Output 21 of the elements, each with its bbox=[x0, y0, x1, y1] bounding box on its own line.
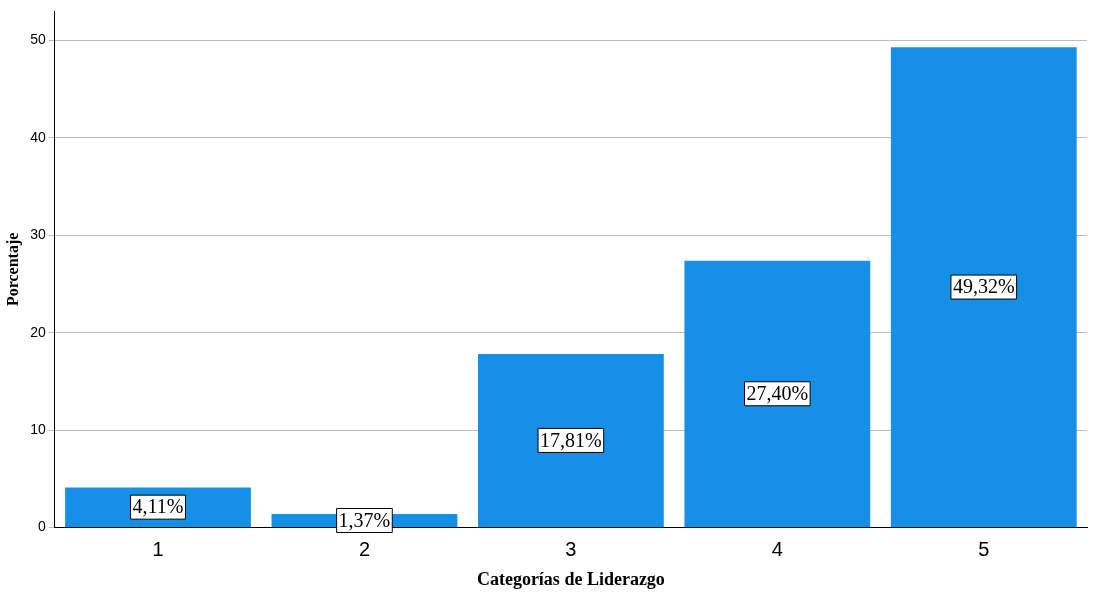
x-tick-label: 1 bbox=[152, 537, 164, 560]
y-tick-label: 30 bbox=[30, 226, 46, 243]
x-tick-label: 4 bbox=[771, 537, 783, 560]
bar bbox=[477, 354, 664, 527]
data-label: 4,11% bbox=[132, 495, 184, 518]
x-tick-label: 2 bbox=[358, 537, 370, 560]
data-label: 17,81% bbox=[540, 428, 602, 451]
data-label: 27,40% bbox=[746, 382, 809, 405]
data-label: 49,32% bbox=[952, 275, 1015, 298]
y-axis-title: Porcentaje bbox=[3, 232, 22, 307]
y-tick-label: 10 bbox=[30, 420, 46, 437]
bar bbox=[890, 47, 1077, 527]
y-tick-label: 50 bbox=[30, 31, 46, 48]
x-tick-label: 3 bbox=[565, 537, 577, 560]
bar bbox=[684, 260, 871, 527]
x-tick-label: 5 bbox=[978, 537, 990, 560]
data-label: 1,37% bbox=[338, 508, 391, 531]
y-tick-label: 20 bbox=[30, 323, 46, 340]
y-tick-label: 0 bbox=[37, 518, 46, 535]
y-tick-label: 40 bbox=[30, 128, 46, 145]
x-axis-title: Categorías de Liderazgo bbox=[476, 568, 665, 589]
